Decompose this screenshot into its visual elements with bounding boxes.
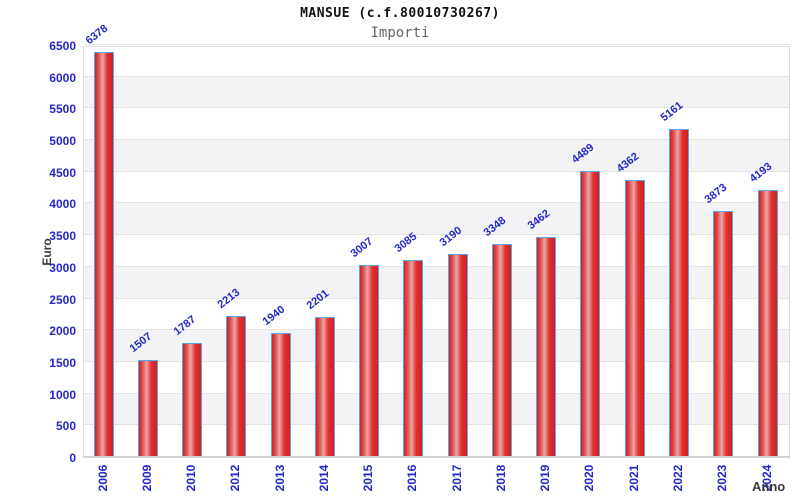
x-tick-label: 2012 (228, 464, 243, 492)
plot-band (84, 75, 789, 108)
y-tick-label: 6000 (49, 70, 76, 85)
x-tick-label: 2019 (538, 464, 553, 492)
bar-2022 (668, 128, 689, 456)
x-tick-label: 2023 (715, 464, 730, 492)
chart-title: MANSUE (c.f.80010730267) (300, 6, 500, 21)
bar-2018 (491, 243, 512, 456)
x-axis-title: Anno (752, 479, 786, 494)
y-tick-label: 2000 (49, 324, 76, 339)
y-tick-label: 1500 (49, 355, 76, 370)
x-tick-label: 2015 (361, 464, 376, 492)
bar-2006 (93, 51, 114, 456)
bar-2023 (713, 210, 734, 456)
gridline (84, 44, 789, 45)
x-tick-label: 2014 (316, 464, 331, 492)
y-tick-label: 4500 (49, 165, 76, 180)
gridline (84, 329, 789, 331)
gridline (84, 75, 789, 77)
gridline (84, 107, 789, 109)
chart-subtitle: Importi (370, 25, 430, 41)
gridline (84, 265, 789, 267)
x-tick-label: 2022 (670, 464, 685, 492)
y-tick-label: 500 (55, 419, 76, 434)
bar-2020 (580, 171, 601, 456)
y-tick-label: 5500 (49, 102, 76, 117)
y-tick-label: 0 (69, 451, 76, 465)
bar-2012 (226, 315, 247, 456)
y-tick-label: 2500 (49, 292, 76, 307)
bar-2014 (314, 316, 335, 456)
bar-2017 (447, 253, 468, 456)
bar-2013 (270, 333, 291, 456)
gridline (84, 234, 789, 236)
x-tick-label: 2013 (272, 464, 287, 492)
x-tick-label: 2021 (626, 464, 641, 492)
gridline (84, 139, 789, 141)
bar-2021 (624, 179, 645, 456)
x-tick-label: 2020 (582, 464, 597, 492)
x-tick-label: 2009 (139, 464, 154, 492)
y-tick-label: 3000 (49, 260, 76, 275)
plot-area: 6378 1507 1787 2213 1940 2201 3007 3085 3190 3348… (83, 22, 790, 458)
gridline (84, 202, 789, 204)
y-tick-label: 6500 (49, 39, 76, 53)
gridline (84, 392, 789, 394)
bar-value-label: 1940 (260, 303, 287, 329)
y-tick-label: 5000 (49, 134, 76, 149)
gridline (84, 170, 789, 172)
bar-value-label: 3007 (348, 235, 376, 261)
x-tick-label: 2006 (95, 464, 110, 492)
bar-2010 (182, 342, 203, 456)
bar-2019 (536, 236, 557, 456)
bar-2009 (137, 360, 158, 456)
x-tick-label: 2018 (493, 464, 508, 492)
x-tick-label: 2010 (184, 464, 199, 492)
x-tick-label: 2017 (449, 464, 464, 492)
bar-2016 (403, 260, 424, 456)
gridline (84, 360, 789, 362)
y-tick-label: 1000 (49, 387, 76, 402)
gridline (84, 297, 789, 299)
bar-2024 (757, 190, 778, 456)
y-tick-label: 3500 (49, 229, 76, 244)
x-tick-label: 2016 (405, 464, 420, 492)
bar-2015 (359, 265, 380, 456)
y-tick-label: 4000 (49, 197, 76, 212)
gridline (84, 424, 789, 426)
